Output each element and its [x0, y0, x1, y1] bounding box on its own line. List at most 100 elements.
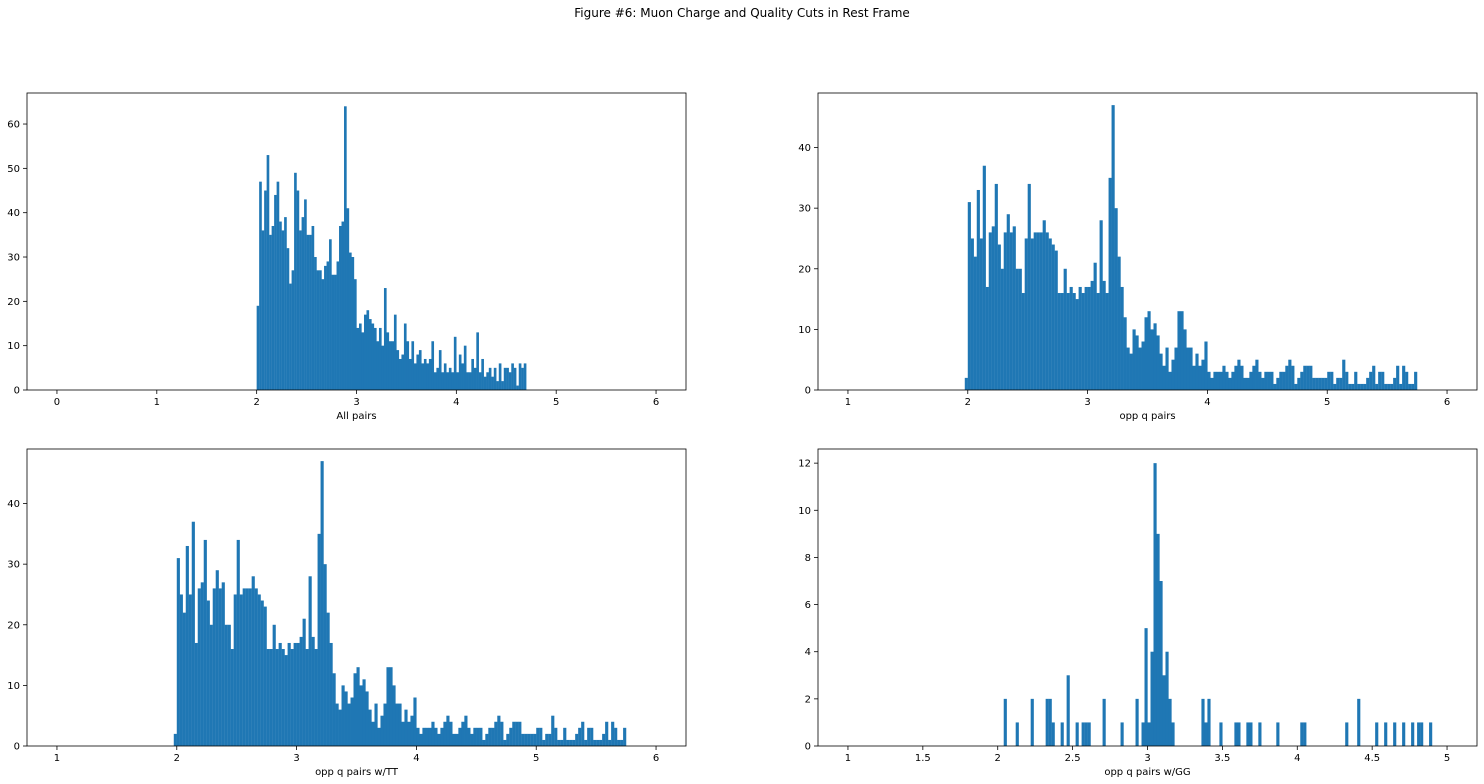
histogram-bar [452, 733, 456, 746]
histogram-bar [421, 363, 425, 390]
histogram-bar [398, 703, 402, 746]
histogram-bar [341, 685, 345, 746]
histogram-bar [431, 341, 435, 390]
histogram-bar [1360, 383, 1364, 390]
x-tick-label: 6 [653, 397, 659, 408]
x-axis-label: opp q pairs [1119, 411, 1175, 422]
histogram-bar [403, 323, 407, 390]
histogram-bar [1102, 698, 1106, 746]
histogram-bar [1039, 232, 1043, 390]
histogram-bar [1429, 722, 1433, 746]
histogram-bar [1369, 371, 1373, 390]
histogram-bar [473, 727, 477, 746]
histogram-bar [1249, 371, 1253, 390]
histogram-bar [1081, 293, 1085, 390]
histogram-bar [575, 733, 579, 746]
histogram-bar [1363, 383, 1367, 390]
axes-frame [817, 92, 1478, 391]
y-tick-label: 40 [798, 143, 811, 154]
histogram-bar [1051, 722, 1055, 746]
x-tick-label: 5 [533, 753, 539, 764]
histogram-bar [1006, 214, 1010, 390]
x-tick-label: 4 [413, 753, 419, 764]
histogram-bar [266, 155, 270, 390]
histogram-bar [503, 739, 507, 746]
histogram-bar [1171, 722, 1175, 746]
histogram-bar [458, 354, 462, 390]
histogram-bar [470, 733, 474, 746]
histogram-bar [1219, 722, 1223, 746]
histogram-bar [331, 274, 335, 390]
histogram-bar [446, 372, 450, 390]
x-tick-label: 0 [54, 397, 60, 408]
y-tick-label: 30 [7, 253, 20, 264]
histogram-bar [1297, 377, 1301, 390]
histogram-bar [1090, 280, 1094, 390]
histogram-bar [1345, 371, 1349, 390]
histogram-bar [1408, 383, 1412, 390]
histogram-bar [1003, 698, 1007, 746]
histogram-bar [1009, 232, 1013, 390]
histogram-bar [516, 385, 519, 390]
histogram-bar [554, 727, 558, 746]
histogram-bar [1336, 377, 1340, 390]
histogram-bar [266, 649, 270, 746]
histogram-bar [393, 314, 397, 390]
histogram-bar [1066, 675, 1070, 746]
histogram-bar [467, 727, 471, 746]
histogram-bar [1045, 698, 1049, 746]
y-tick-label: 20 [7, 297, 20, 308]
histogram-bar [1198, 365, 1202, 390]
histogram-bar [1201, 359, 1205, 390]
histogram-bar [1021, 293, 1025, 390]
histogram-bar [988, 232, 992, 390]
histogram-bar [1231, 371, 1235, 390]
histogram-bar [256, 305, 260, 390]
histogram-bar [408, 358, 412, 390]
histogram-bar [293, 642, 297, 746]
histogram-bar [964, 377, 968, 390]
histogram-bar [404, 709, 408, 746]
histogram-bar [973, 256, 977, 390]
histogram-bar [321, 279, 325, 390]
histogram-bar [1393, 377, 1397, 390]
histogram-bar [491, 727, 495, 746]
histogram-bar [304, 199, 307, 390]
histogram-bar [1267, 371, 1271, 390]
y-tick-label: 0 [14, 386, 20, 397]
histogram-bar [296, 190, 300, 390]
histogram-bar [356, 327, 360, 390]
histogram-bar [1393, 722, 1397, 746]
histogram-bar [1150, 651, 1154, 746]
histogram-bar [979, 238, 983, 390]
histogram-bar [344, 106, 347, 391]
histogram-bar [368, 709, 372, 746]
histogram-bar [389, 667, 393, 746]
histogram-bar [1129, 353, 1133, 390]
histogram-bar [431, 721, 435, 746]
x-tick-label: 2 [174, 753, 180, 764]
histogram-bar [339, 225, 342, 390]
histogram-bar [373, 327, 377, 390]
histogram-bar [377, 727, 381, 746]
histogram-bar [1066, 293, 1070, 390]
histogram-bar [1339, 377, 1343, 390]
histogram-bar [354, 279, 357, 390]
histogram-bar [524, 733, 528, 746]
histogram-bar [441, 372, 445, 390]
histogram-bar [496, 381, 499, 390]
histogram-bar [587, 727, 591, 746]
histogram-bar [446, 715, 450, 746]
histogram-bar [346, 208, 350, 390]
histogram-bar [578, 727, 582, 746]
histogram-bar [1246, 722, 1250, 746]
histogram-bar [426, 363, 430, 390]
histogram-bar [518, 721, 522, 746]
histogram-bar [1396, 365, 1400, 390]
histogram-bar [269, 649, 273, 746]
y-tick-label: 10 [798, 325, 811, 336]
histogram-bar [478, 372, 482, 390]
histogram-bar [332, 673, 336, 746]
histogram-bar [1213, 371, 1217, 390]
histogram-bar [1309, 365, 1313, 390]
